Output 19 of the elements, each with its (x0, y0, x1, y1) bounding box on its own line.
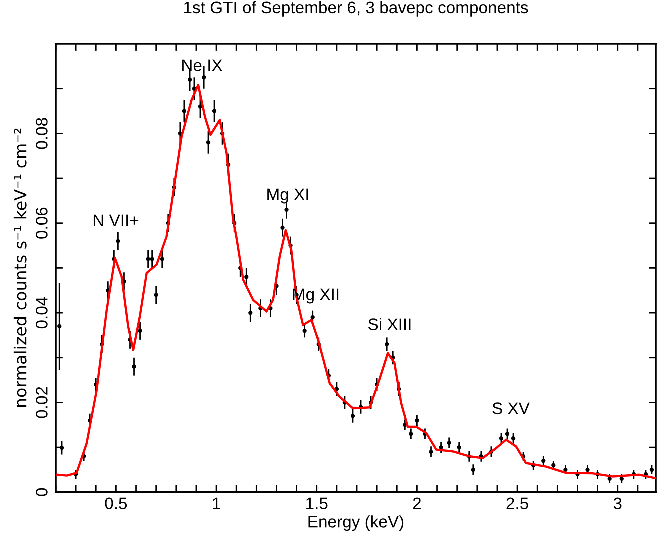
annotation: N VII+ (94, 214, 139, 226)
x-axis-title: Energy (keV) (308, 516, 404, 532)
x-tick-label: 3 (614, 498, 622, 510)
annotation: Si XIII (368, 318, 411, 330)
annotation: Ne IX (182, 60, 222, 72)
x-tick-label: 1.5 (306, 498, 328, 510)
y-axis-title: normalized counts s⁻¹ keV⁻¹ cm⁻² (14, 128, 27, 408)
x-tick-label: 1 (213, 498, 220, 510)
x-tick-label: 2 (413, 498, 421, 510)
x-tick-label: 0.5 (105, 498, 128, 510)
y-tick-label: 0 (36, 488, 48, 496)
chart-title: 1st GTI of September 6, 3 bavepc components (184, 1, 528, 17)
y-tick-label: 0.06 (36, 208, 48, 239)
y-tick-label: 0.02 (36, 387, 48, 418)
annotation: Mg XI (268, 188, 308, 204)
y-tick-label: 0.04 (36, 297, 48, 329)
x-tick-label: 2.5 (506, 498, 528, 510)
annotation: S XV (492, 402, 530, 414)
y-tick-label: 0.08 (36, 118, 48, 150)
